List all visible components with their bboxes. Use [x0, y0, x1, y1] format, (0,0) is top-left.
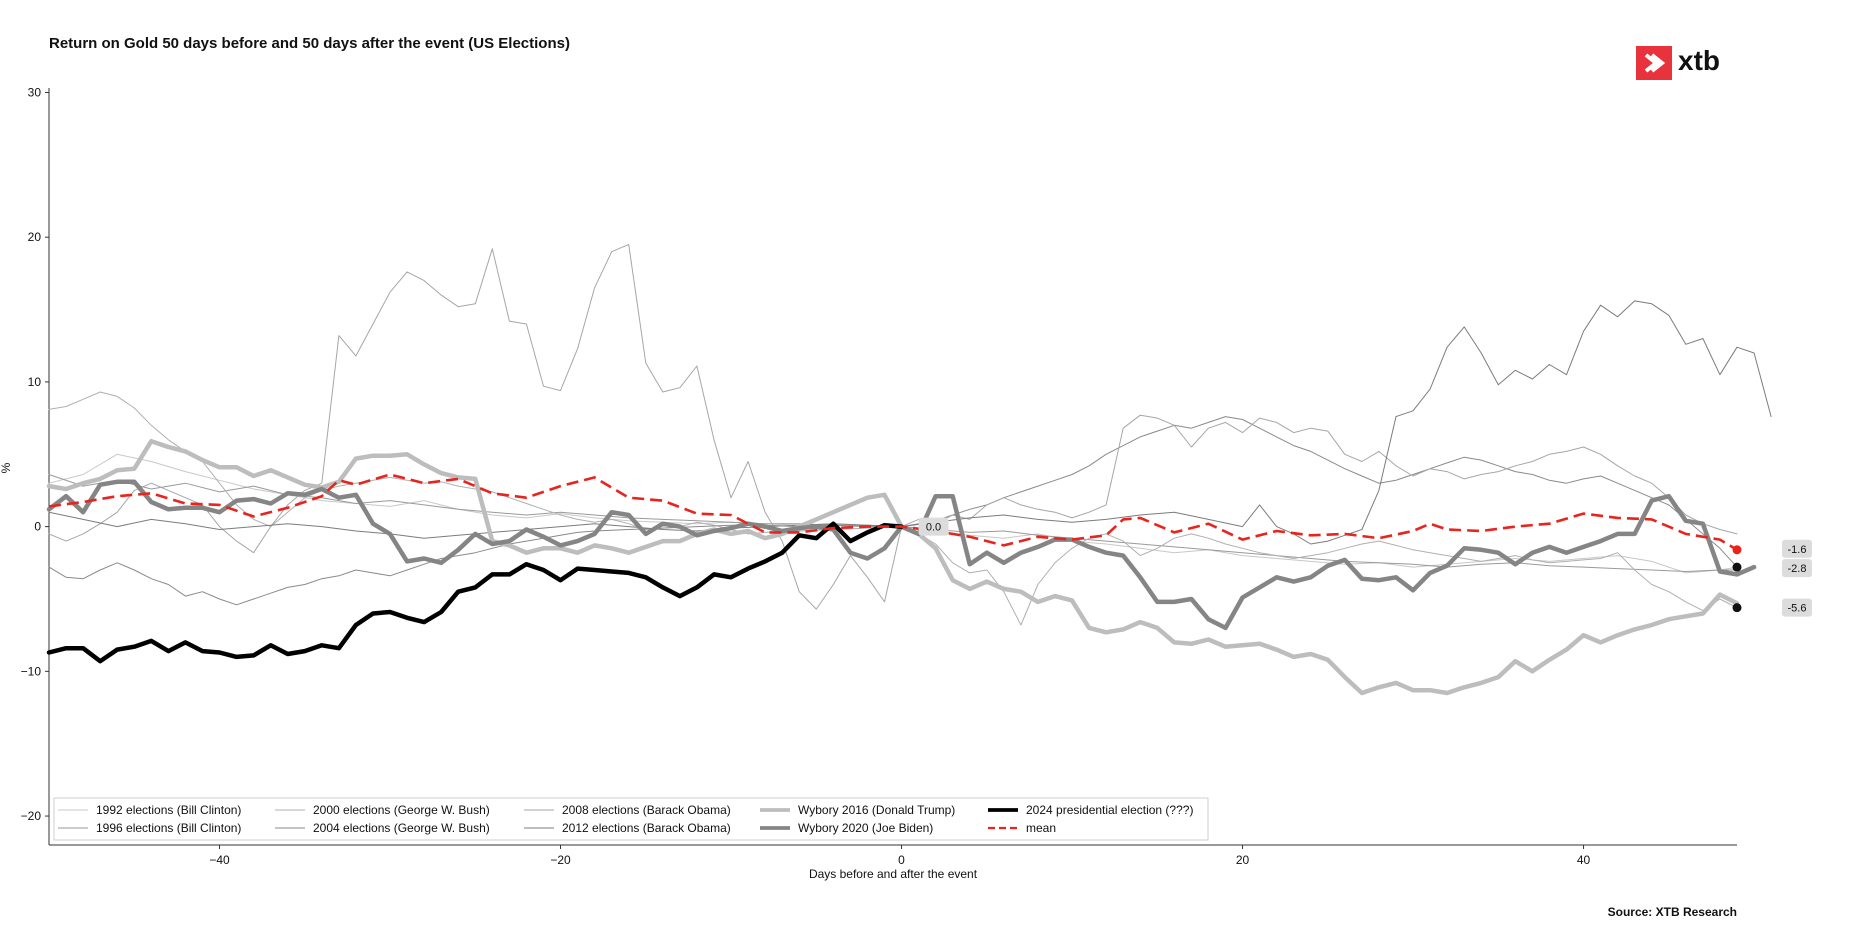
series-layer — [46, 243, 1772, 696]
axes: −20 −10 0 10 20 30 −40 −20 0 20 40 — [21, 85, 1737, 867]
y-tick-label: 0 — [34, 520, 41, 534]
annotation-box — [918, 517, 949, 536]
end-label-box — [1782, 598, 1812, 617]
legend-label: 2012 elections (Barack Obama) — [562, 821, 731, 835]
y-tick-label: 30 — [28, 85, 42, 99]
legend-label: 2024 presidential election (???) — [1026, 803, 1193, 817]
series-line-6 — [46, 438, 1740, 696]
end-label-box — [1782, 539, 1812, 558]
x-axis-label: Days before and after the event — [809, 867, 978, 881]
series-line-8 — [46, 521, 904, 664]
legend-frame — [53, 797, 1209, 841]
x-tick-label: 0 — [898, 853, 905, 867]
y-axis-label: % — [0, 462, 13, 473]
y-tick-label: −20 — [21, 809, 42, 823]
legend-label: 2000 elections (George W. Bush) — [313, 803, 490, 817]
end-point-marker — [1732, 562, 1742, 572]
legend: 1992 elections (Bill Clinton) 1996 electi… — [53, 797, 1209, 841]
y-tick-label: −10 — [21, 664, 42, 678]
legend-label: Wybory 2020 (Joe Biden) — [798, 821, 933, 835]
series-line-4 — [48, 243, 1738, 610]
end-label: -1.6 — [1788, 544, 1807, 556]
xtb-x-icon — [1644, 53, 1666, 73]
source-note: Source: XTB Research — [1608, 905, 1737, 919]
legend-label: 1996 elections (Bill Clinton) — [96, 821, 241, 835]
y-tick-label: 20 — [28, 230, 42, 244]
end-point-marker — [1732, 545, 1742, 555]
y-tick-label: 10 — [28, 375, 42, 389]
series-line-1 — [48, 474, 1738, 572]
x-tick-label: 20 — [1236, 853, 1250, 867]
series-line-5 — [48, 300, 1772, 545]
chart-title: Return on Gold 50 days before and 50 day… — [49, 35, 570, 52]
end-point-marker — [1732, 603, 1742, 613]
series-line-3 — [48, 416, 1738, 606]
legend-label: 2004 elections (George W. Bush) — [313, 821, 490, 835]
end-label: -2.8 — [1788, 563, 1807, 575]
annotation-label: 0.0 — [926, 522, 941, 534]
legend-label: Wybory 2016 (Donald Trump) — [798, 803, 955, 817]
legend-label: 1992 elections (Bill Clinton) — [96, 803, 241, 817]
x-tick-label: 40 — [1577, 853, 1591, 867]
end-label: -5.6 — [1788, 603, 1807, 615]
legend-label: mean — [1026, 821, 1056, 835]
series-line-7 — [46, 479, 1757, 631]
xtb-logo-text: xtb — [1678, 45, 1720, 76]
xtb-logo: xtb — [1636, 45, 1720, 80]
x-tick-label: −20 — [550, 853, 571, 867]
legend-label: 2008 elections (Barack Obama) — [562, 803, 731, 817]
x-tick-label: −40 — [209, 853, 230, 867]
labels-layer: -1.6 -2.8 -5.6 0.0 — [918, 517, 1812, 617]
end-label-box — [1782, 559, 1812, 578]
